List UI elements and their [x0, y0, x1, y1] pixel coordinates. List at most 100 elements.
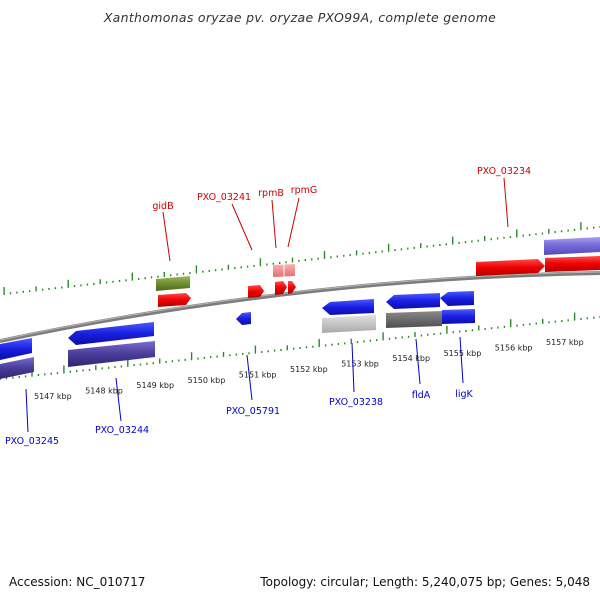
- scale-tick: [80, 284, 82, 287]
- scale-tick: [105, 281, 108, 284]
- gene-label-rpmg: rpmG: [291, 185, 318, 196]
- scale-tick: [446, 325, 448, 334]
- scale-tick: [458, 241, 460, 244]
- scale-tick: [503, 325, 506, 328]
- kbp-tick-label: 5147 kbp: [34, 392, 72, 401]
- scale-tick: [350, 338, 352, 344]
- scale-tick: [273, 349, 276, 352]
- scale-tick: [464, 241, 467, 244]
- scale-tick: [112, 280, 114, 283]
- scale-tick: [349, 254, 351, 257]
- scale-tick: [509, 236, 512, 239]
- scale-tick: [413, 246, 415, 249]
- scale-tick: [484, 327, 486, 330]
- scale-tick: [593, 226, 595, 229]
- scale-tick: [382, 332, 384, 341]
- scale-tick: [182, 272, 185, 275]
- scale-tick: [567, 229, 569, 232]
- gene-arrow-pxo03238: [322, 299, 374, 315]
- scale-tick: [573, 312, 576, 321]
- scale-tick: [189, 272, 191, 275]
- scale-tick: [433, 333, 435, 336]
- scale-tick: [195, 265, 198, 274]
- reverse-gene-labels: PXO_03245 PXO_03244 PXO_05791 PXO_03238 …: [5, 336, 474, 447]
- kbp-scale: 5147 kbp 5148 kbp 5149 kbp 5150 kbp 5151 kbp…: [34, 338, 584, 401]
- scale-tick: [139, 363, 142, 366]
- scale-tick: [299, 347, 301, 349]
- gene-arrow-pxo05791: [236, 312, 251, 325]
- feature-pxo03244-rna: [68, 341, 155, 367]
- scale-tick: [127, 358, 129, 367]
- feature-gidb-rna: [156, 276, 190, 291]
- scale-tick: [381, 250, 383, 253]
- scale-tick: [407, 335, 410, 338]
- scale-tick: [293, 347, 295, 350]
- scale-tick: [208, 269, 210, 272]
- kbp-tick-label: 5156 kbp: [495, 343, 533, 352]
- gene-arrow-pxo03234: [476, 259, 545, 276]
- scale-tick: [471, 240, 473, 243]
- scale-tick: [163, 272, 165, 277]
- scale-tick: [387, 243, 390, 252]
- scale-tick: [439, 244, 441, 246]
- scale-tick: [144, 277, 146, 280]
- scale-tick: [318, 339, 320, 347]
- scale-tick: [266, 263, 268, 266]
- scale-tick: [427, 333, 429, 336]
- scale-tick: [150, 276, 153, 279]
- scale-tick: [593, 316, 595, 319]
- scale-tick: [82, 369, 84, 372]
- scale-tick: [216, 355, 218, 358]
- scale-tick: [541, 232, 544, 235]
- scale-tick: [22, 290, 24, 293]
- scale-tick: [254, 345, 257, 354]
- scale-tick: [202, 270, 204, 273]
- scale-tick: [586, 227, 588, 230]
- scale-tick: [426, 245, 428, 248]
- scale-tick: [560, 230, 563, 233]
- scale-tick: [12, 376, 14, 379]
- scale-tick: [337, 343, 340, 345]
- scale-tick: [41, 288, 44, 291]
- scale-tick: [280, 349, 282, 351]
- scale-tick: [331, 343, 333, 346]
- gene-arrow-pxo03241: [248, 285, 264, 298]
- kbp-tick-label: 5154 kbp: [392, 354, 430, 363]
- scale-tick: [16, 291, 18, 294]
- forward-strand-features: [156, 237, 600, 307]
- scale-tick: [395, 337, 397, 340]
- scale-tick: [253, 264, 255, 267]
- kbp-tick-label: 5150 kbp: [188, 376, 226, 385]
- scale-tick: [93, 282, 95, 285]
- gene-arrow-rpmg: [288, 281, 296, 294]
- gene-label-rpmb: rpmB: [258, 188, 284, 199]
- scale-tick: [50, 372, 52, 375]
- feature-pxo03245-rna: [0, 357, 34, 379]
- scale-tick: [312, 345, 314, 348]
- scale-tick: [48, 288, 50, 290]
- kbp-tick-label: 5148 kbp: [85, 387, 123, 396]
- scale-tick: [561, 320, 563, 322]
- scale-tick: [363, 340, 365, 343]
- gene-label-pxo03234: PXO_03234: [477, 166, 531, 177]
- scale-tick: [69, 370, 71, 373]
- scale-tick: [235, 353, 237, 356]
- scale-tick: [567, 319, 569, 322]
- scale-tick: [210, 356, 212, 359]
- scale-tick: [261, 351, 263, 353]
- scale-tick: [369, 339, 371, 342]
- scale-tick: [138, 277, 140, 280]
- scale-tick: [152, 362, 154, 365]
- scale-tick: [554, 320, 557, 323]
- gene-label-pxo03244: PXO_03244: [95, 425, 149, 436]
- scale-tick: [497, 326, 499, 329]
- scale-tick: [120, 365, 123, 368]
- accession-text: Accession: NC_010717: [9, 575, 146, 589]
- scale-tick: [452, 236, 454, 245]
- scale-tick: [248, 352, 250, 355]
- scale-tick: [24, 375, 27, 378]
- gene-arrow-ligk: [440, 291, 474, 306]
- scale-tick: [452, 331, 454, 334]
- scale-tick: [259, 258, 262, 267]
